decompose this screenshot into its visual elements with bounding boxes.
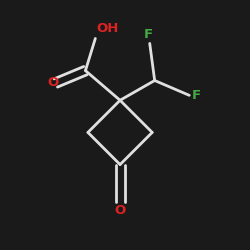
Text: OH: OH bbox=[96, 22, 119, 35]
Text: O: O bbox=[114, 204, 126, 217]
Text: O: O bbox=[48, 76, 59, 90]
Text: F: F bbox=[192, 89, 201, 102]
Text: F: F bbox=[144, 28, 153, 41]
